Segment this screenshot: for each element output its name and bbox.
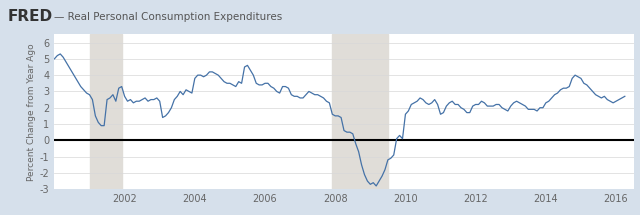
Bar bbox=[332, 34, 388, 189]
Text: FRED: FRED bbox=[8, 9, 53, 24]
Text: — Real Personal Consumption Expenditures: — Real Personal Consumption Expenditures bbox=[54, 12, 283, 22]
Y-axis label: Percent Change from Year Ago: Percent Change from Year Ago bbox=[27, 43, 36, 181]
Bar bbox=[90, 34, 122, 189]
